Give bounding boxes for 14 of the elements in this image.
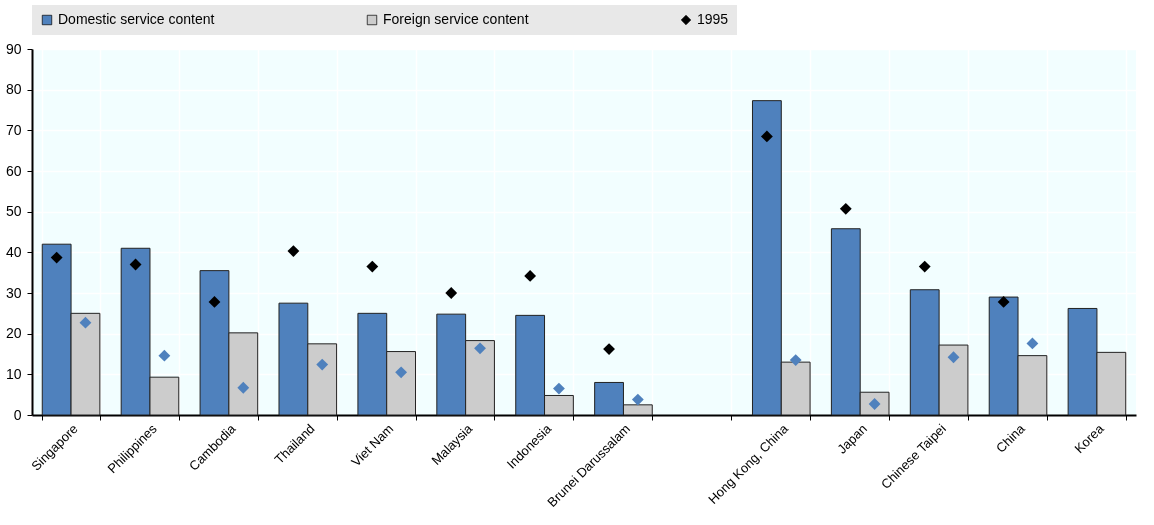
y-tick-label: 50 — [5, 203, 22, 220]
x-tick-label: Viet Nam — [348, 421, 397, 470]
y-tick-label: 80 — [5, 81, 22, 98]
y-tick-label: 30 — [5, 284, 22, 301]
y-tick-label: 70 — [5, 121, 22, 138]
y-tick-label: 90 — [5, 40, 22, 57]
y-tick-label: 20 — [5, 325, 22, 342]
y-tick-label: 10 — [5, 365, 22, 382]
legend-label: Domestic service content — [58, 11, 215, 27]
y-tick-label: 0 — [13, 406, 22, 423]
legend-label: Foreign service content — [383, 11, 529, 27]
legend-label: 1995 — [697, 11, 729, 27]
y-tick-label: 40 — [5, 243, 22, 260]
y-tick-label: 60 — [5, 162, 22, 179]
